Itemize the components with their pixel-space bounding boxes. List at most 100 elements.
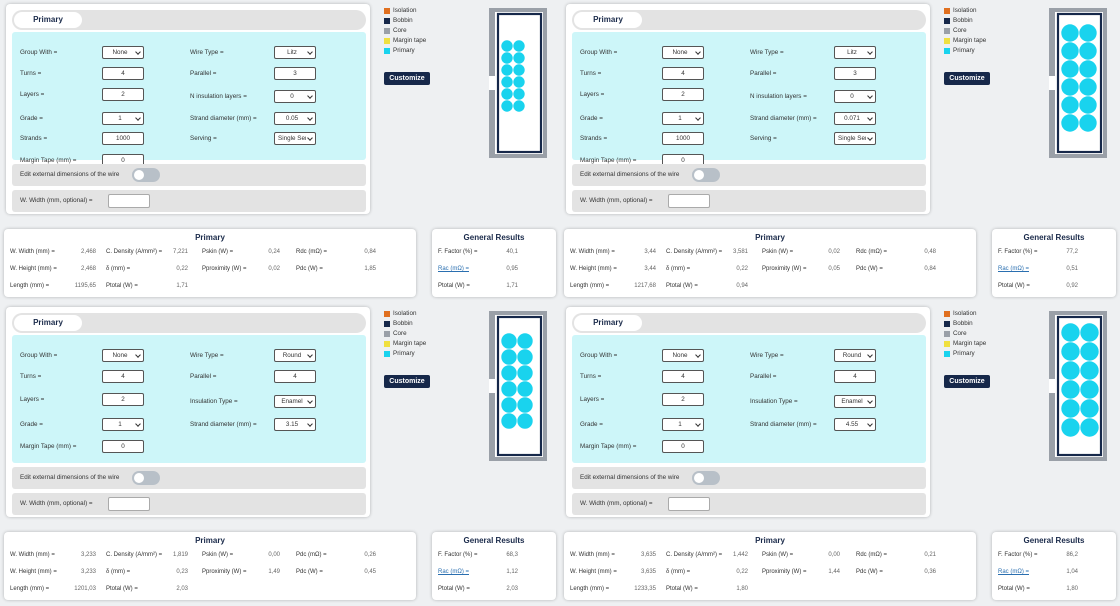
n-insulation-layers-select[interactable]: 0 [834, 90, 876, 103]
result-label: Pproximity (W) = [202, 266, 247, 272]
bobbin-shape [1056, 12, 1103, 154]
layers-input[interactable]: 2 [102, 88, 144, 101]
parallel-input[interactable]: 3 [834, 67, 876, 80]
margin-tape-input[interactable]: 0 [662, 440, 704, 453]
rac-link[interactable]: Rac (mΩ) = [998, 266, 1029, 272]
result-value: 0,23 [176, 569, 188, 575]
edit-dimensions-label: Edit external dimensions of the wire [20, 171, 120, 178]
general-value: 40,1 [506, 249, 518, 255]
edit-dimensions-toggle[interactable] [692, 168, 720, 182]
layers-input[interactable]: 2 [662, 88, 704, 101]
customize-button[interactable]: Customize [384, 375, 430, 388]
conductor-turn [517, 365, 533, 381]
group-with-select[interactable]: None [662, 349, 704, 362]
chevron-down-icon [135, 421, 141, 427]
winding-tabs: Primary [572, 10, 926, 30]
legend-label: Margin tape [393, 37, 427, 44]
strand-diameter-label: Strand diameter (mm) = [190, 115, 257, 122]
wire-type-select[interactable]: Litz [274, 46, 316, 59]
result-value: 0,02 [268, 266, 280, 272]
turns-input[interactable]: 4 [662, 370, 704, 383]
strand-diameter-select[interactable]: 3.15 [274, 418, 316, 431]
wire-width-input[interactable] [108, 497, 150, 511]
wire-width-row: W. Width (mm, optional) = [12, 190, 366, 212]
legend-item: Core [384, 329, 426, 339]
wire-width-input[interactable] [668, 194, 710, 208]
grade-select[interactable]: 1 [102, 418, 144, 431]
wire-type-select[interactable]: Round [274, 349, 316, 362]
wire-width-input[interactable] [668, 497, 710, 511]
result-label: δ (mm) = [106, 266, 131, 272]
insulation-type-select[interactable]: Enamel [834, 395, 876, 408]
tab-primary[interactable]: Primary [14, 12, 82, 28]
legend-label: Primary [953, 350, 975, 357]
conductor-turn [1061, 42, 1079, 60]
parallel-input[interactable]: 4 [274, 370, 316, 383]
result-label: C. Density (A/mm²) = [666, 249, 723, 255]
n-insulation-layers-value: 0 [850, 93, 854, 100]
result-value: 0,22 [736, 569, 748, 575]
primary-results: Primary W. Width (mm) = 2,468 C. Density (A… [4, 229, 416, 297]
strand-diameter-select[interactable]: 4.55 [834, 418, 876, 431]
parallel-input[interactable]: 3 [274, 67, 316, 80]
serving-select[interactable]: Single Serv [834, 132, 876, 145]
grade-select[interactable]: 1 [102, 112, 144, 125]
general-label: Ptotal (W) = [438, 283, 470, 289]
strand-diameter-select[interactable]: 0.05 [274, 112, 316, 125]
turns-input[interactable]: 4 [102, 370, 144, 383]
group-with-select[interactable]: None [102, 349, 144, 362]
group-with-label: Group With = [20, 352, 58, 359]
rac-link[interactable]: Rac (mΩ) = [438, 569, 469, 575]
group-with-label: Group With = [580, 49, 618, 56]
turns-input[interactable]: 4 [102, 67, 144, 80]
result-value: 3,233 [80, 569, 96, 575]
legend-label: Margin tape [953, 340, 987, 347]
customize-button[interactable]: Customize [944, 375, 990, 388]
group-with-select[interactable]: None [662, 46, 704, 59]
customize-button[interactable]: Customize [944, 72, 990, 85]
conductor-turn [513, 100, 525, 112]
serving-value: Single Serv [278, 135, 306, 142]
layers-input[interactable]: 2 [662, 393, 704, 406]
turns-input[interactable]: 4 [662, 67, 704, 80]
group-with-select[interactable]: None [102, 46, 144, 59]
toggle-knob [694, 170, 704, 180]
result-value: 0,45 [364, 569, 376, 575]
serving-select[interactable]: Single Serv [274, 132, 316, 145]
layers-label: Layers = [580, 396, 605, 403]
grade-select[interactable]: 1 [662, 112, 704, 125]
rac-link[interactable]: Rac (mΩ) = [438, 266, 469, 272]
wire-width-input[interactable] [108, 194, 150, 208]
legend-label: Core [953, 330, 967, 337]
conductor-turn [1079, 60, 1097, 78]
parallel-input[interactable]: 4 [834, 370, 876, 383]
winding-tabs: Primary [12, 10, 366, 30]
wire-fields: Group With = None Turns = 4 Layers = 2 Grade =… [572, 32, 926, 167]
margin-tape-input[interactable]: 0 [102, 440, 144, 453]
strands-input[interactable]: 1000 [102, 132, 144, 145]
edit-dimensions-toggle[interactable] [692, 471, 720, 485]
result-value: 3,581 [732, 249, 748, 255]
tab-primary[interactable]: Primary [574, 12, 642, 28]
legend-swatch [944, 341, 950, 347]
wire-type-select[interactable]: Litz [834, 46, 876, 59]
chevron-down-icon [867, 49, 873, 55]
tab-primary[interactable]: Primary [14, 315, 82, 331]
strands-input[interactable]: 1000 [662, 132, 704, 145]
n-insulation-layers-select[interactable]: 0 [274, 90, 316, 103]
insulation-type-select[interactable]: Enamel [274, 395, 316, 408]
edit-dimensions-toggle[interactable] [132, 168, 160, 182]
legend-swatch [944, 48, 950, 54]
edit-dimensions-toggle[interactable] [132, 471, 160, 485]
rac-link[interactable]: Rac (mΩ) = [998, 569, 1029, 575]
layers-input[interactable]: 2 [102, 393, 144, 406]
wire-type-label: Wire Type = [190, 352, 224, 359]
grade-select[interactable]: 1 [662, 418, 704, 431]
parallel-label: Parallel = [750, 70, 777, 77]
toggle-knob [694, 473, 704, 483]
wire-type-select[interactable]: Round [834, 349, 876, 362]
tab-primary[interactable]: Primary [574, 315, 642, 331]
strand-diameter-select[interactable]: 0.071 [834, 112, 876, 125]
legend-item: Primary [384, 46, 426, 56]
customize-button[interactable]: Customize [384, 72, 430, 85]
